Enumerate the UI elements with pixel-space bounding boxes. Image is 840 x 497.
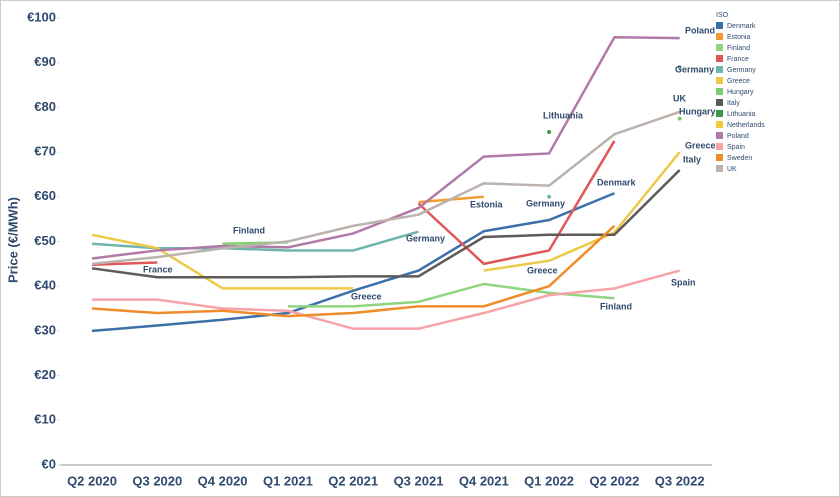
legend-swatch: [716, 165, 723, 172]
y-tick-label: €10: [34, 412, 56, 427]
y-tick-label: €40: [34, 278, 56, 293]
annotation: Hungary: [679, 106, 716, 116]
annotation: Finland: [600, 301, 632, 311]
legend-label: Germany: [727, 67, 756, 74]
annotation: Poland: [685, 25, 715, 35]
y-tick-label: €90: [34, 54, 56, 69]
point: [547, 129, 552, 134]
legend-label: Hungary: [727, 89, 754, 96]
annotation: France: [143, 264, 173, 274]
line: [91, 233, 354, 290]
y-axis-title: Price (€/MWh): [5, 197, 20, 283]
legend-swatch: [716, 66, 723, 73]
y-tick-label: €20: [34, 367, 56, 382]
legend-swatch: [716, 154, 723, 161]
legend-swatch: [716, 22, 723, 29]
line: [92, 269, 681, 330]
point: [677, 116, 682, 121]
point: [547, 194, 552, 199]
legend-label: Spain: [727, 144, 745, 151]
x-tick-label: Q3 2020: [132, 473, 182, 488]
annotation: Spain: [671, 277, 696, 287]
line: [91, 261, 158, 266]
point: [677, 65, 682, 70]
legend-label: Italy: [727, 100, 740, 107]
legend-swatch: [716, 33, 723, 40]
line: [91, 224, 616, 318]
legend-label: Poland: [727, 133, 749, 140]
legend-label: Netherlands: [727, 122, 765, 129]
y-tick-label: €30: [34, 322, 56, 337]
legend-swatch: [716, 55, 723, 62]
annotation: Italy: [683, 154, 701, 164]
legend-label: France: [727, 56, 749, 63]
legend-swatch: [716, 77, 723, 84]
x-tick-label: Q2 2021: [328, 473, 378, 488]
legend-label: Finland: [727, 45, 750, 52]
annotation: Germany: [675, 64, 714, 74]
y-tick-label: €70: [34, 144, 56, 159]
annotation: UK: [673, 93, 686, 103]
x-tick-label: Q4 2021: [459, 473, 509, 488]
annotation: Estonia: [470, 199, 504, 209]
x-tick-label: Q1 2022: [524, 473, 574, 488]
line: [91, 192, 615, 333]
legend-swatch: [716, 121, 723, 128]
legend-label: Greece: [727, 78, 750, 85]
legend-swatch: [716, 88, 723, 95]
legend-label: Sweden: [727, 155, 752, 162]
legend-swatch: [716, 132, 723, 139]
y-tick-label: €60: [34, 188, 56, 203]
legend-label: Denmark: [727, 23, 756, 30]
line: [483, 151, 681, 272]
x-tick-label: Q3 2021: [394, 473, 444, 488]
annotation: Germany: [406, 233, 445, 243]
y-tick-label: €80: [34, 99, 56, 114]
annotation: Greece: [685, 140, 716, 150]
x-tick-label: Q2 2022: [589, 473, 639, 488]
annotation: Lithuania: [543, 110, 584, 120]
annotation: Finland: [233, 225, 265, 235]
line: [91, 169, 681, 279]
x-tick-label: Q4 2020: [198, 473, 248, 488]
legend-swatch: [716, 110, 723, 117]
legend-label: UK: [727, 166, 737, 173]
line: [417, 140, 616, 266]
line: [91, 230, 419, 252]
x-tick-label: Q3 2022: [655, 473, 705, 488]
legend-title: ISO: [716, 12, 729, 19]
legend-swatch: [716, 143, 723, 150]
y-tick-label: €50: [34, 233, 56, 248]
line: [91, 110, 681, 266]
y-tick-label: €100: [27, 9, 56, 24]
annotation: Greece: [351, 291, 382, 301]
legend-swatch: [716, 99, 723, 106]
annotation: Germany: [526, 198, 565, 208]
legend-label: Estonia: [727, 34, 750, 41]
x-tick-label: Q1 2021: [263, 473, 313, 488]
y-tick-label: €0: [42, 456, 56, 471]
legend-label: Lithuania: [727, 111, 756, 118]
annotation: Greece: [527, 265, 558, 275]
x-tick-label: Q2 2020: [67, 473, 117, 488]
legend-swatch: [716, 44, 723, 51]
annotation: Denmark: [597, 177, 637, 187]
